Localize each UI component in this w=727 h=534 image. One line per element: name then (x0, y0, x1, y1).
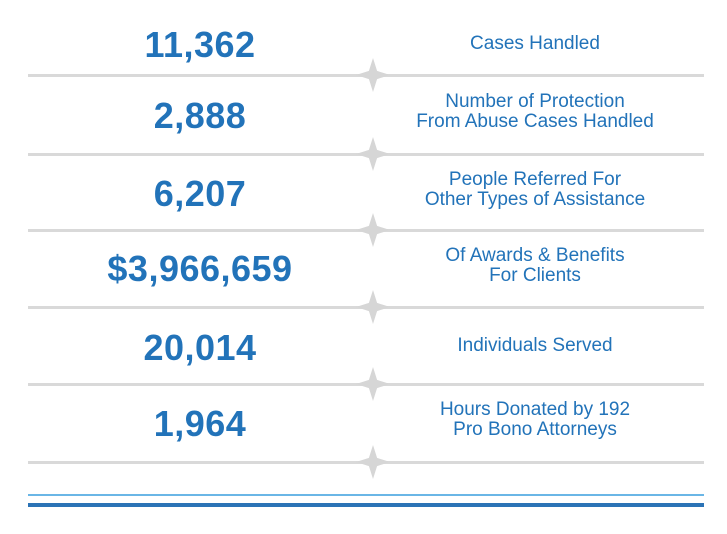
stat-value: 20,014 (143, 327, 257, 368)
stat-label-line: People Referred For (448, 169, 622, 190)
stat-label: Of Awards & Benefits For Clients (385, 246, 685, 286)
stat-row-awards-benefits: $3,966,659 Of Awards & Benefits For Clie… (0, 234, 727, 312)
stat-label: People Referred For Other Types of Assis… (385, 170, 685, 210)
stat-value: 2,888 (153, 95, 247, 136)
stat-row-protection-from-abuse: 2,888 Number of Protection From Abuse Ca… (0, 80, 727, 158)
stat-label: Cases Handled (385, 34, 685, 54)
stat-label-line: Of Awards & Benefits (445, 245, 625, 266)
footer-rule-light (28, 494, 704, 496)
stat-row-people-referred: 6,207 People Referred For Other Types of… (0, 158, 727, 236)
stat-label-line: For Clients (489, 265, 581, 286)
stat-value: 1,964 (153, 403, 247, 444)
stat-label: Hours Donated by 192 Pro Bono Attorneys (385, 400, 685, 440)
stat-label-line: From Abuse Cases Handled (416, 111, 654, 132)
footer-rule-dark (28, 503, 704, 507)
stat-value: $3,966,659 (107, 248, 293, 289)
stat-label-line: Cases Handled (470, 33, 600, 54)
stat-label: Number of Protection From Abuse Cases Ha… (385, 92, 685, 132)
stat-label: Individuals Served (385, 336, 685, 356)
stat-row-hours-donated: 1,964 Hours Donated by 192 Pro Bono Atto… (0, 388, 727, 466)
stat-label-line: Hours Donated by 192 (439, 399, 631, 420)
stat-row-individuals-served: 20,014 Individuals Served (0, 312, 727, 390)
stat-value: 11,362 (144, 24, 256, 65)
stat-value: 6,207 (153, 173, 247, 214)
stat-label-line: Other Types of Assistance (424, 189, 646, 210)
stat-label-line: Individuals Served (457, 335, 613, 356)
stat-label-line: Pro Bono Attorneys (453, 419, 617, 440)
stat-label-line: Number of Protection (445, 91, 625, 112)
stat-row-cases-handled: 11,362 Cases Handled (0, 4, 727, 82)
